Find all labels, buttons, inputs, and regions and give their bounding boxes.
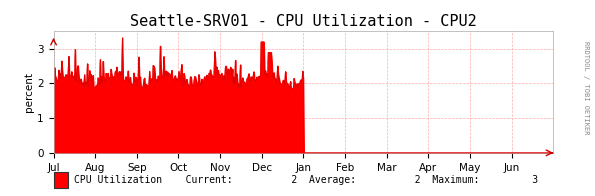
Text: RRDTOOL / TOBI OETIKER: RRDTOOL / TOBI OETIKER <box>583 41 589 135</box>
Text: CPU Utilization    Current:          2  Average:          2  Maximum:         3: CPU Utilization Current: 2 Average: 2 Ma… <box>74 175 538 185</box>
Title: Seattle-SRV01 - CPU Utilization - CPU2: Seattle-SRV01 - CPU Utilization - CPU2 <box>130 14 477 29</box>
Y-axis label: percent: percent <box>24 72 35 112</box>
